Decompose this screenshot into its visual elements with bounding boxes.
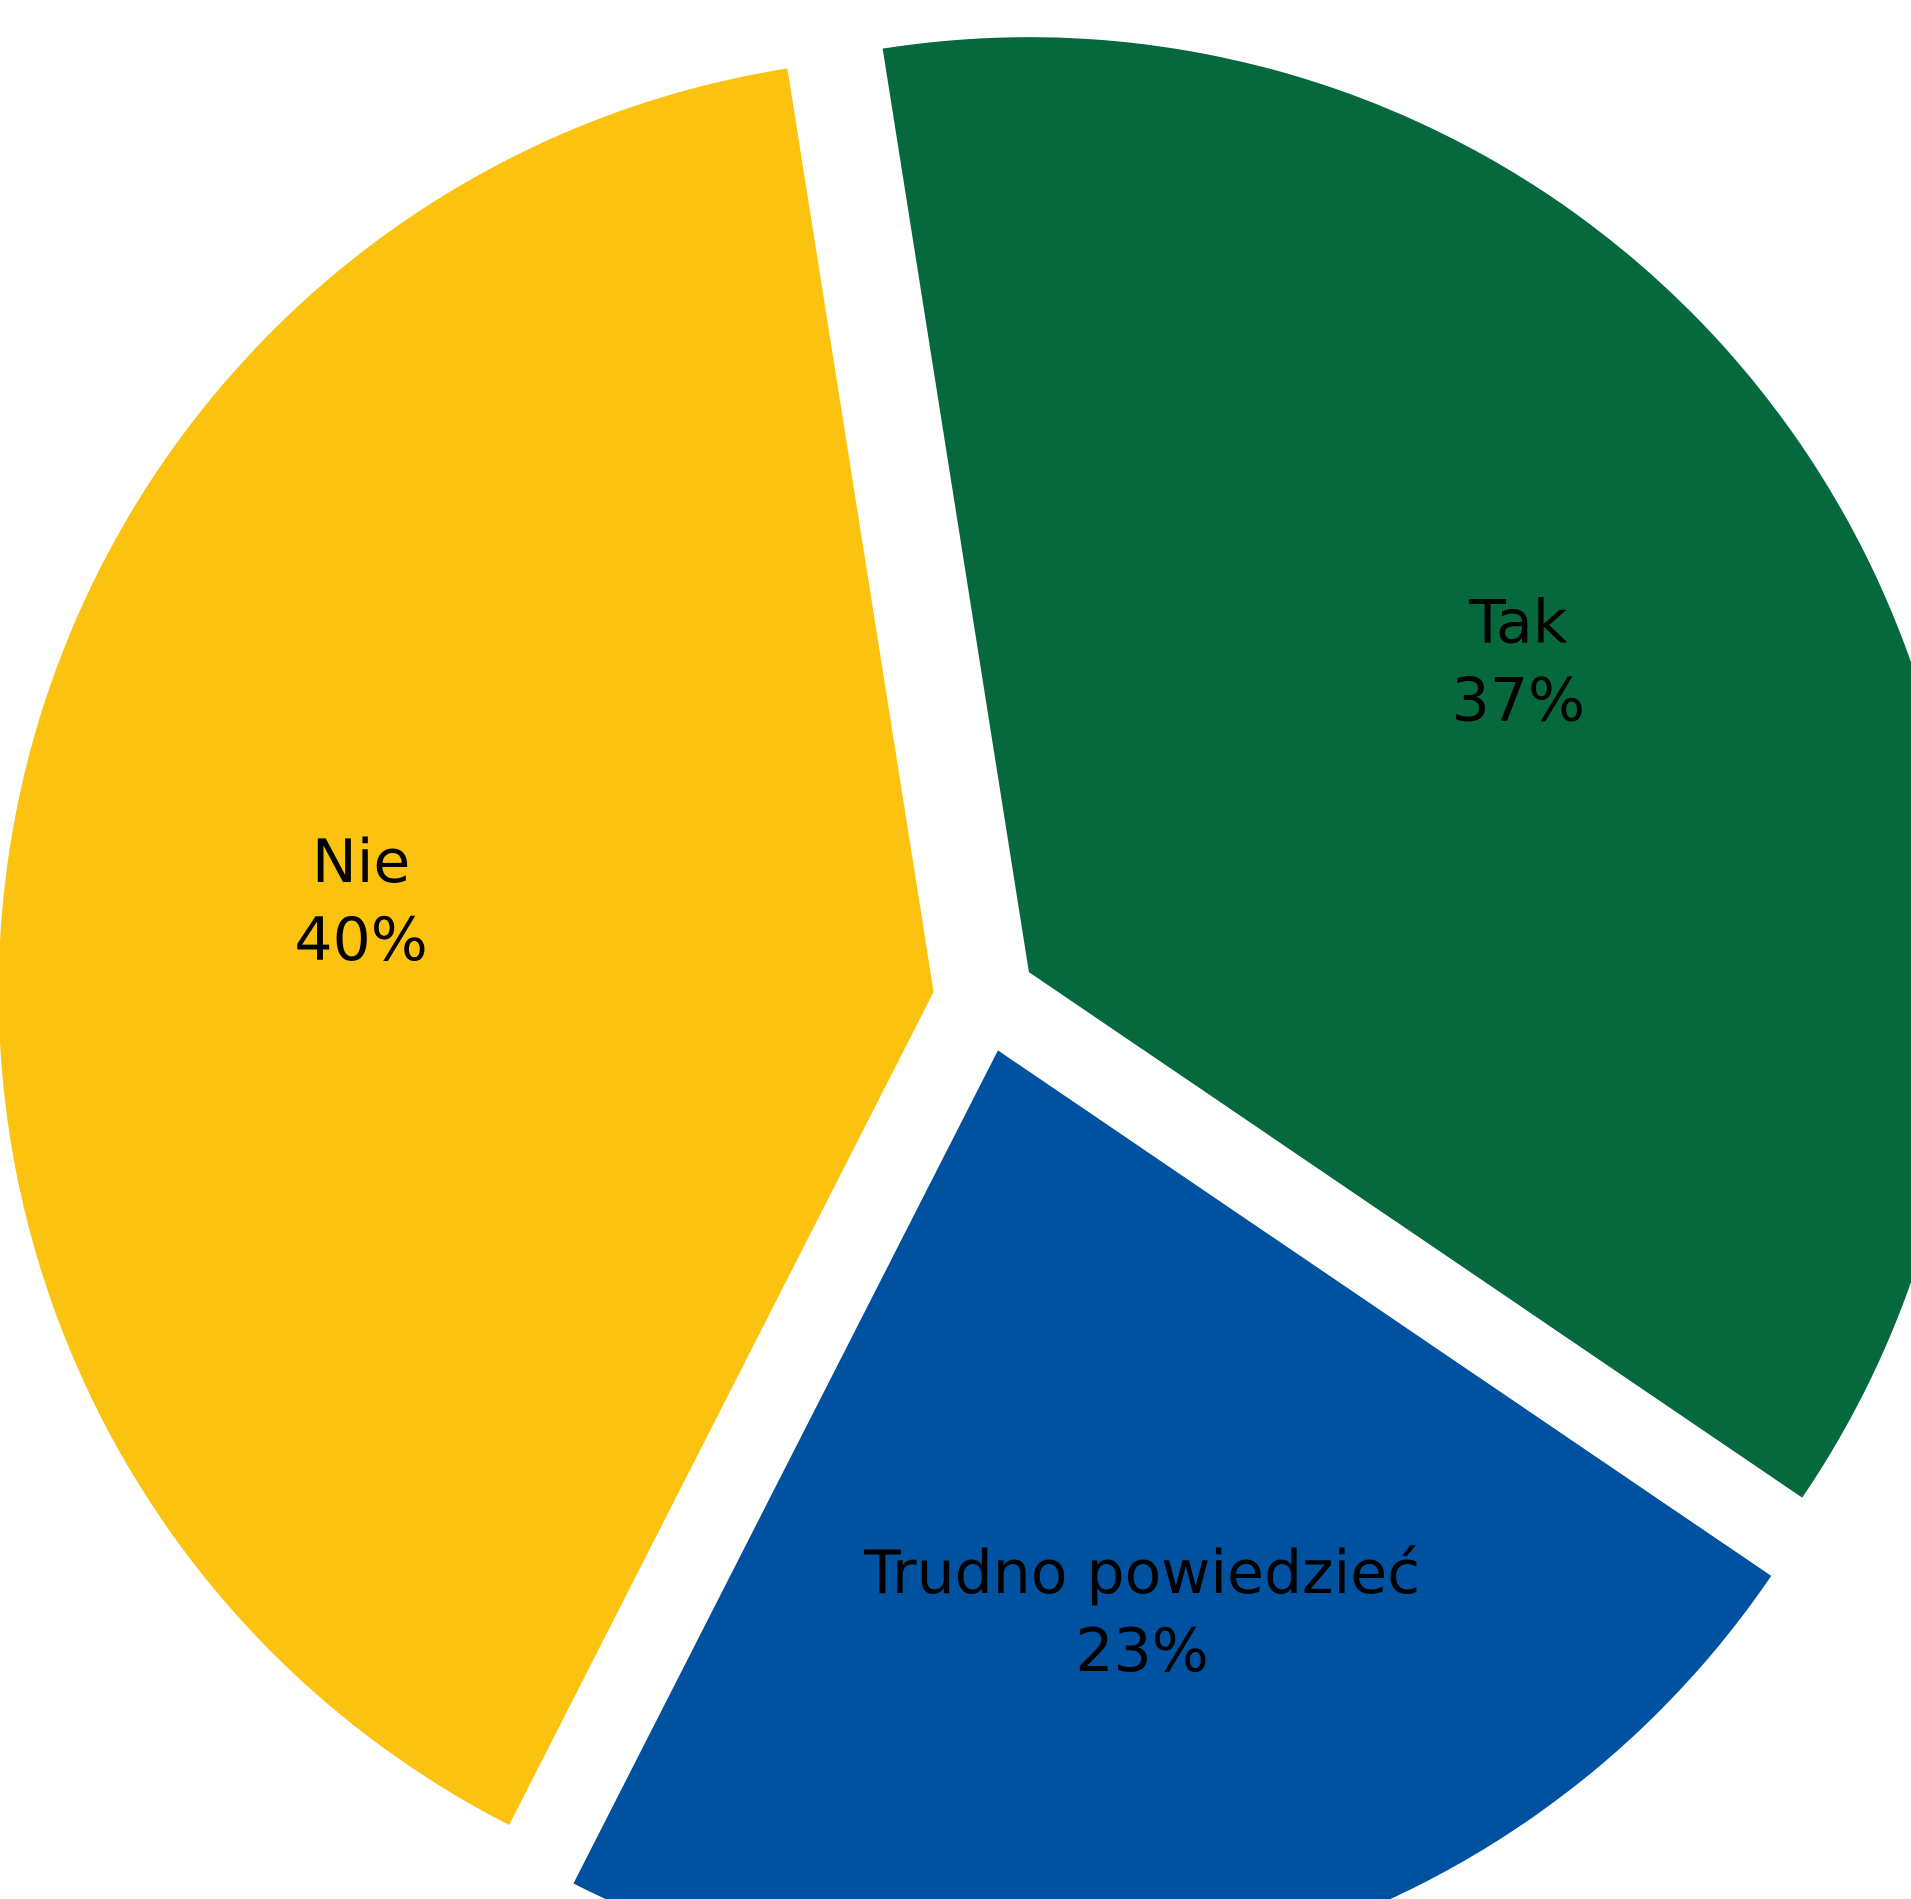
- slice-category-label: Nie: [312, 827, 410, 897]
- pie-slice-tak: [882, 37, 1911, 1498]
- slice-value-label: 23%: [1075, 1616, 1208, 1686]
- slice-category-label: Tak: [1468, 588, 1567, 658]
- pie-slices: [0, 37, 1911, 1899]
- slice-category-label: Trudno powiedzieć: [863, 1538, 1420, 1608]
- slice-value-label: 37%: [1452, 666, 1585, 736]
- slice-labels: Tak 37% Trudno powiedzieć 23% Nie 40%: [294, 588, 1585, 1686]
- pie-slice-nie: [0, 68, 934, 1825]
- pie-slice-trudno-powiedziec: [573, 1050, 1772, 1899]
- slice-value-label: 40%: [294, 905, 427, 975]
